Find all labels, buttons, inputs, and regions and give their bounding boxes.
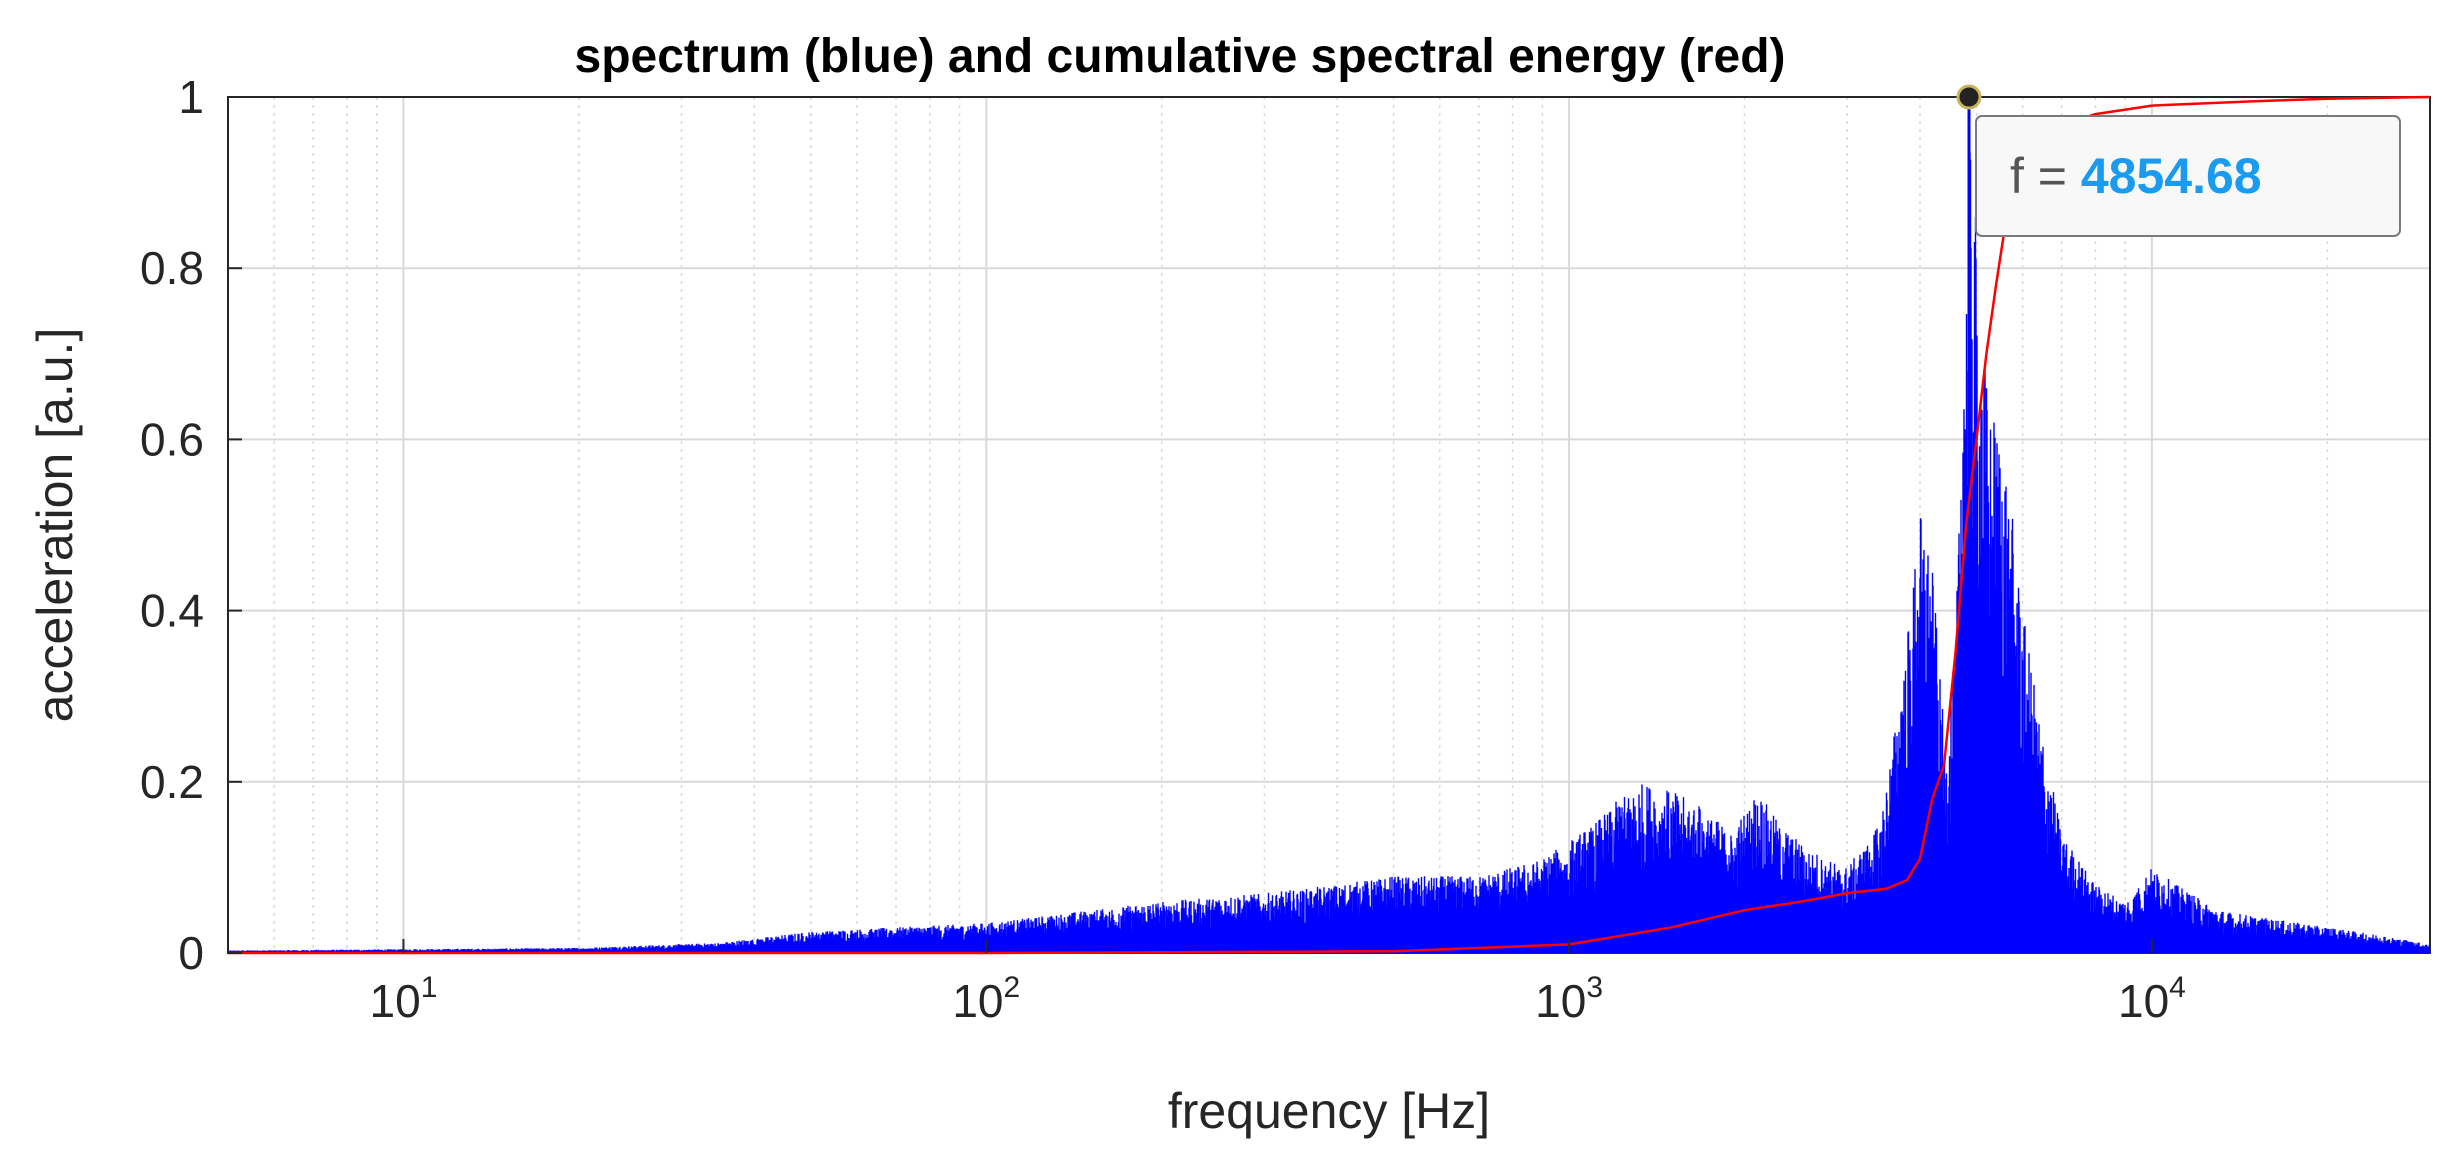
datatip-text: f = 4854.68 <box>2010 148 2262 204</box>
x-tick-label: 103 <box>1535 971 1603 1027</box>
chart-title: spectrum (blue) and cumulative spectral … <box>575 30 1786 83</box>
y-axis-ticks: 0 0.2 0.4 0.6 0.8 1 <box>140 71 242 979</box>
y-tick-label: 0 <box>178 927 204 979</box>
x-axis-label: frequency [Hz] <box>1168 1083 1490 1139</box>
y-tick-label: 0.6 <box>140 413 204 465</box>
datatip-box[interactable] <box>1975 115 2401 237</box>
x-tick-label: 101 <box>370 971 438 1027</box>
x-tick-label: 104 <box>2118 971 2186 1027</box>
y-tick-label: 0.8 <box>140 242 204 294</box>
y-tick-label: 0.2 <box>140 756 204 808</box>
datatip-marker[interactable] <box>1956 84 1982 110</box>
datatip-label: f = <box>2010 148 2081 204</box>
y-tick-label: 1 <box>178 71 204 123</box>
datatip[interactable]: f = 4854.68 <box>1956 84 2401 237</box>
x-tick-label: 102 <box>952 971 1020 1027</box>
y-axis-label: acceleration [a.u.] <box>27 328 83 723</box>
y-tick-label: 0.4 <box>140 585 204 637</box>
x-axis-ticks: 101 102 103 104 <box>370 939 2186 1027</box>
datatip-value: 4854.68 <box>2081 148 2262 204</box>
